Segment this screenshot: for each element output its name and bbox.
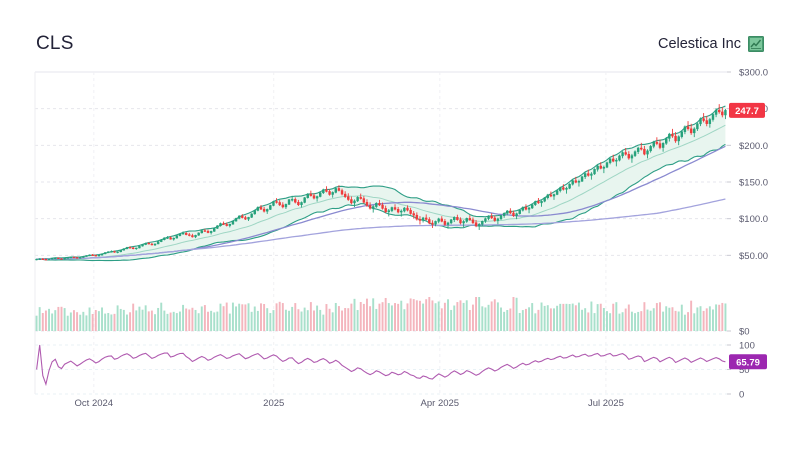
rsi-badge: 65.79: [729, 354, 767, 370]
svg-text:247.7: 247.7: [735, 106, 759, 117]
price-badge: 247.7: [729, 102, 765, 118]
svg-text:$200.0: $200.0: [739, 141, 768, 152]
svg-text:Apr 2025: Apr 2025: [421, 398, 460, 409]
svg-text:2025: 2025: [263, 398, 284, 409]
svg-text:Oct 2024: Oct 2024: [75, 398, 114, 409]
svg-text:$100.0: $100.0: [739, 214, 768, 225]
company-info: Celestica Inc: [658, 36, 764, 52]
x-axis-labels: Oct 2024 2025 Apr 2025 Jul 2025: [75, 398, 624, 409]
company-name: Celestica Inc: [657, 35, 741, 52]
svg-text:100: 100: [739, 341, 755, 352]
page-title: CLS: [36, 33, 74, 54]
chart-header: CLS Celestica Inc: [0, 0, 800, 70]
axis-ticks: [727, 71, 731, 395]
green-chart-logo-icon: [748, 36, 764, 52]
svg-text:65.79: 65.79: [736, 357, 760, 368]
svg-text:$0: $0: [739, 327, 750, 338]
rsi-panel: [36, 344, 726, 387]
svg-text:$50.00: $50.00: [739, 251, 768, 262]
svg-text:$300.0: $300.0: [739, 68, 768, 79]
svg-text:$150.0: $150.0: [739, 178, 768, 189]
price-panel: [35, 104, 727, 262]
svg-text:0: 0: [739, 390, 744, 401]
grid-lines: [34, 71, 727, 395]
volume-panel: [35, 297, 727, 331]
svg-text:Jul 2025: Jul 2025: [588, 398, 624, 409]
svg-text:50: 50: [739, 365, 750, 376]
